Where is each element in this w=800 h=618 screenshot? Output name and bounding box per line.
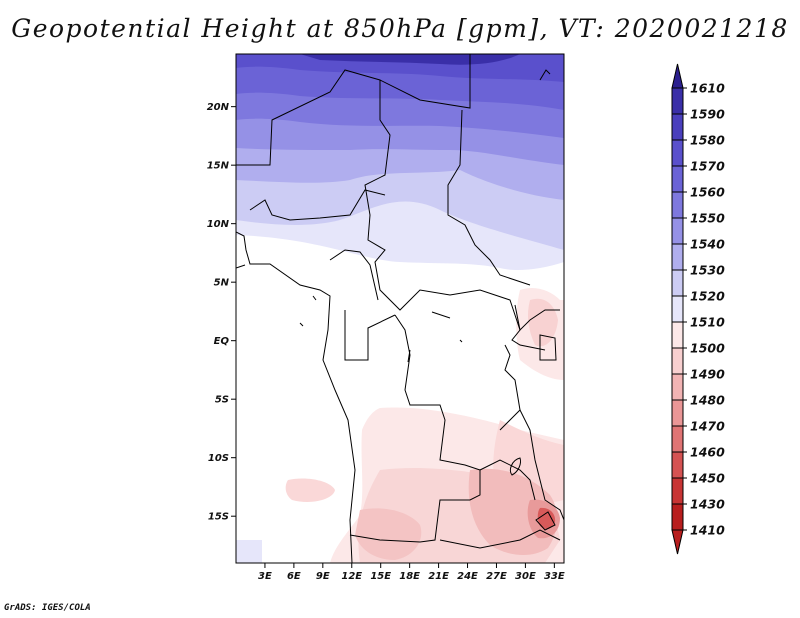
colorbar-label: 1410 (690, 523, 725, 538)
colorbar-label: 1460 (690, 445, 725, 460)
colorbar-label: 1520 (690, 289, 725, 304)
colorbar-segment (671, 165, 684, 193)
colorbar-label: 1590 (690, 107, 725, 122)
colorbar-label: 1450 (690, 471, 725, 486)
lat-label: EQ (214, 336, 230, 347)
colorbar-bottom-arrow (671, 529, 684, 555)
colorbar-label: 1610 (690, 81, 725, 96)
contour-field (236, 54, 564, 563)
colorbar-segment (671, 321, 684, 349)
colorbar-label: 1530 (690, 263, 725, 278)
colorbar-segment (671, 191, 684, 219)
lat-label: 20N (207, 102, 230, 113)
lon-label: 6E (287, 571, 301, 582)
lon-label: 24E (457, 571, 478, 582)
colorbar-segment (671, 477, 684, 505)
lat-label: 15S (208, 512, 229, 523)
lon-label: 18E (399, 571, 420, 582)
colorbar-segment (671, 425, 684, 453)
lon-label: 12E (341, 571, 362, 582)
colorbar-label: 1470 (690, 419, 725, 434)
colorbar-label: 1570 (690, 159, 725, 174)
colorbar-label: 1500 (690, 341, 725, 356)
colorbar-label: 1540 (690, 237, 725, 252)
lon-label: 33E (544, 571, 565, 582)
lat-label: 5S (215, 395, 229, 406)
latitude-axis: 20N 15N 10N 5N EQ 5S 10S 15S (207, 102, 236, 523)
colorbar-segment (671, 87, 684, 115)
country-borders (236, 54, 564, 563)
colorbar-segment (671, 347, 684, 375)
lon-label: 3E (258, 571, 272, 582)
colorbar-segment (671, 295, 684, 323)
colorbar-segment (671, 139, 684, 167)
colorbar-segment (671, 243, 684, 271)
colorbar-label: 1560 (690, 185, 725, 200)
colorbar-segment (671, 503, 684, 531)
colorbar-top-arrow (671, 63, 684, 89)
colorbar-segment (671, 399, 684, 427)
longitude-axis: 3E 6E 9E 12E 15E 18E 21E 24E 27E 30E 33E (258, 563, 565, 582)
colorbar-segment (671, 269, 684, 297)
map-title: Geopotential Height at 850hPa [gpm], VT:… (11, 14, 789, 43)
colorbar-label: 1550 (690, 211, 725, 226)
colorbar-segment (671, 451, 684, 479)
lat-label: 5N (214, 278, 230, 289)
colorbar: 1610 1590 1580 1570 1560 1550 1540 1530 1520 1510… (671, 63, 725, 555)
lon-label: 27E (486, 571, 507, 582)
lat-label: 10N (207, 219, 230, 230)
lat-label: 10S (208, 453, 229, 464)
map-frame (235, 53, 565, 564)
lon-label: 15E (370, 571, 391, 582)
colorbar-label: 1490 (690, 367, 725, 382)
colorbar-label: 1430 (690, 497, 725, 512)
colorbar-label: 1510 (690, 315, 725, 330)
colorbar-label: 1480 (690, 393, 725, 408)
colorbar-label: 1580 (690, 133, 725, 148)
lat-label: 15N (207, 161, 230, 172)
colorbar-segment (671, 113, 684, 141)
colorbar-segment (671, 217, 684, 245)
colorbar-segment (671, 373, 684, 401)
lon-label: 9E (316, 571, 330, 582)
lon-label: 21E (428, 571, 449, 582)
lon-label: 30E (515, 571, 536, 582)
grads-credit: GrADS: IGES/COLA (4, 603, 91, 613)
